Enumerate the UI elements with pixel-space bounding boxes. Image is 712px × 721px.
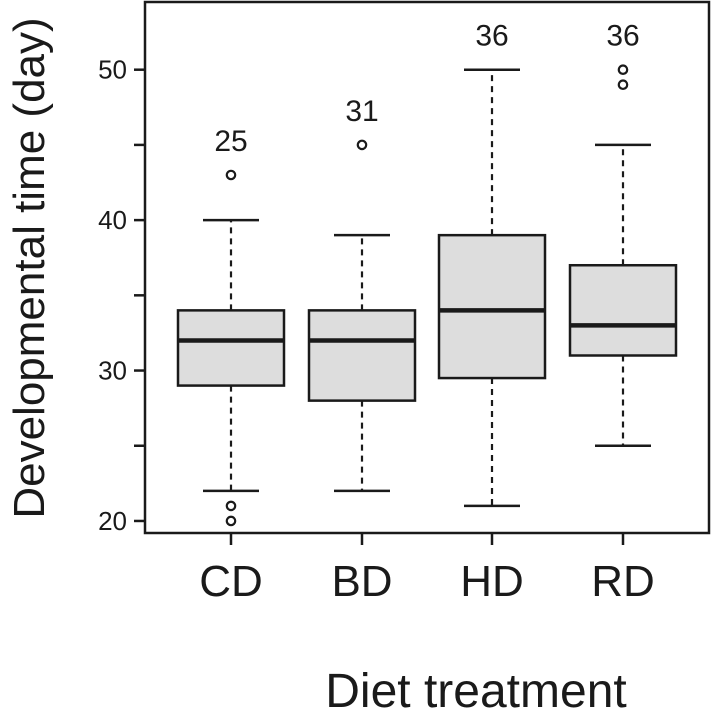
x-axis: CD BD HD RD (199, 533, 655, 606)
box-annotation: 25 (214, 125, 247, 158)
outlier-point (225, 169, 237, 181)
box-iqr (307, 309, 417, 402)
box-bd: 31 (307, 95, 417, 493)
box-annotation: 36 (606, 20, 639, 53)
y-axis: 20 30 40 50 (98, 55, 145, 536)
box-annotation: 31 (345, 95, 378, 128)
y-tick-label: 30 (98, 356, 127, 386)
outlier-point (225, 500, 237, 512)
x-axis-label: Diet treatment (325, 665, 626, 718)
y-tick-label: 50 (98, 55, 127, 85)
outlier-point (225, 515, 237, 527)
x-tick-label: RD (591, 557, 655, 606)
box-iqr (568, 263, 678, 357)
outlier-point (356, 139, 368, 151)
box-cd: 25 (176, 125, 286, 527)
x-tick-label: HD (460, 557, 524, 606)
x-tick-label: BD (331, 557, 392, 606)
outlier-point (617, 64, 629, 75)
box-annotation: 36 (475, 20, 508, 53)
y-axis-label: Developmental time (day) (5, 17, 54, 518)
y-tick-label: 20 (98, 506, 127, 536)
box-rd: 36 (568, 20, 678, 448)
box-series: 25 31 36 36 (176, 20, 678, 527)
outlier-point (617, 79, 629, 91)
box-iqr (437, 233, 547, 380)
x-tick-label: CD (199, 557, 263, 606)
plot-frame (143, 0, 711, 535)
box-hd: 36 (437, 20, 547, 508)
box-iqr (176, 309, 286, 387)
y-tick-label: 40 (98, 205, 127, 235)
